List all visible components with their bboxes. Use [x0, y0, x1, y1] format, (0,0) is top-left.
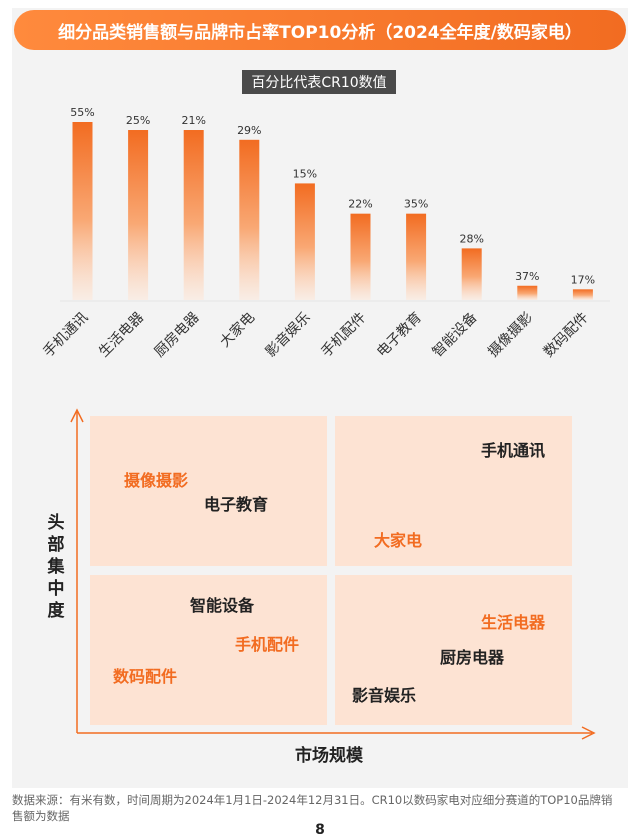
category-label-手机配件: 手机配件: [318, 310, 369, 361]
value-label-生活电器: 25%: [126, 114, 150, 127]
bar-厨房电器: [183, 130, 204, 300]
page-number: 8: [315, 822, 325, 838]
bar-手机配件: [350, 213, 371, 300]
matrix-label-sheying: 摄像摄影: [124, 471, 189, 490]
data-source-note: 数据来源：有米有数，时间周期为2024年1月1日-2024年12月31日。CR1…: [12, 793, 613, 823]
category-label-电子教育: 电子教育: [374, 310, 425, 361]
bar-数码配件: [572, 289, 593, 300]
category-label-影音娱乐: 影音娱乐: [262, 309, 314, 361]
matrix-label-shenghuo: 生活电器: [481, 613, 546, 632]
value-label-电子教育: 35%: [404, 198, 428, 211]
value-label-智能设备: 28%: [459, 232, 483, 245]
value-label-数码配件: 17%: [571, 273, 595, 286]
quadrant-top-left: [90, 416, 327, 566]
matrix-label-shuma: 数码配件: [113, 667, 178, 686]
matrix-label-shoujipeijian: 手机配件: [235, 635, 300, 654]
bar-chart: 55% 手机通讯 25% 生活电器 21% 厨房电器 29% 大家电 15% 影音娱乐 22% 手机配…: [40, 106, 610, 360]
category-label-大家电: 大家电: [216, 309, 258, 351]
bar-手机通讯: [72, 122, 93, 300]
bars-layer: 55% 手机通讯 25% 生活电器 21% 厨房电器 29% 大家电 15% 影音娱乐 22% 手机配…: [40, 106, 595, 360]
value-label-手机配件: 22%: [348, 198, 372, 211]
matrix-label-chufang: 厨房电器: [440, 648, 505, 667]
category-label-数码配件: 数码配件: [541, 310, 592, 361]
category-label-摄像摄影: 摄像摄影: [485, 310, 536, 361]
matrix-x-axis-label: 市场规模: [295, 746, 363, 766]
quadrant-bottom-right: [335, 575, 572, 725]
quadrant-bottom-left: [90, 575, 327, 725]
bar-摄像摄影: [517, 285, 538, 300]
page-title: 细分品类销售额与品牌市占率TOP10分析（2024全年度/数码家电）: [14, 10, 626, 50]
value-label-手机通讯: 55%: [70, 106, 94, 119]
matrix-label-shouji: 手机通讯: [481, 441, 546, 460]
value-label-摄像摄影: 37%: [515, 270, 539, 283]
value-label-大家电: 29%: [237, 124, 261, 137]
chart-subtitle: 百分比代表CR10数值: [242, 70, 396, 94]
matrix-label-dianzi: 电子教育: [204, 495, 269, 514]
matrix-y-axis-label: 头部集中度: [47, 513, 65, 621]
bar-生活电器: [128, 130, 149, 300]
matrix-label-zhineng: 智能设备: [190, 596, 255, 615]
value-label-影音娱乐: 15%: [293, 167, 317, 180]
quadrant-top-right: [335, 416, 572, 566]
category-label-厨房电器: 厨房电器: [152, 310, 203, 361]
bar-影音娱乐: [294, 183, 315, 300]
category-label-生活电器: 生活电器: [96, 310, 147, 361]
matrix-label-dajiadian: 大家电: [374, 531, 423, 550]
bar-电子教育: [406, 213, 427, 300]
bar-智能设备: [461, 248, 482, 300]
matrix-label-yingyin: 影音娱乐: [352, 686, 417, 705]
value-label-厨房电器: 21%: [181, 114, 205, 127]
category-label-手机通讯: 手机通讯: [40, 310, 91, 361]
category-label-智能设备: 智能设备: [429, 309, 481, 361]
bar-大家电: [239, 139, 260, 300]
